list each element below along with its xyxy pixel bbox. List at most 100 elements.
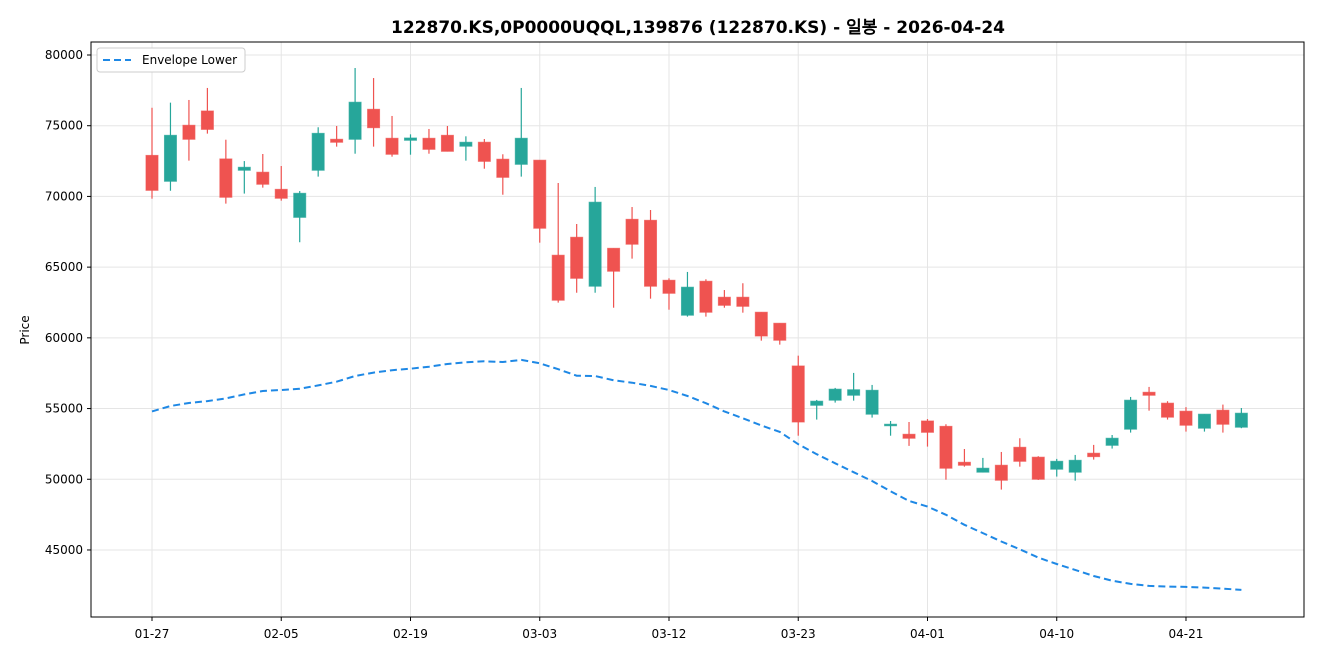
- candle-body: [477, 141, 491, 162]
- candle-body: [145, 154, 159, 191]
- candle-04-10: [1050, 458, 1064, 477]
- x-tick-label: 02-19: [393, 627, 428, 641]
- candle-04-23: [1216, 404, 1230, 433]
- candle-04-24: [1234, 407, 1248, 429]
- candle-03-25: [828, 387, 842, 403]
- candle-03-17: [717, 290, 731, 308]
- candle-body: [496, 158, 510, 178]
- candle-body: [699, 280, 713, 313]
- plot-frame: [90, 41, 1305, 618]
- y-axis-ticks: 45000 50000 55000 60000 65000 70000 75000 80000: [45, 48, 91, 557]
- x-tick-label: 03-03: [522, 627, 557, 641]
- candle-04-08: [1013, 438, 1027, 467]
- candle-03-06: [588, 186, 602, 293]
- candle-body: [607, 247, 621, 272]
- y-tick-label: 55000: [45, 402, 83, 416]
- candle-body: [385, 137, 399, 155]
- candle-body: [828, 388, 842, 401]
- candle-03-19: [754, 311, 768, 341]
- legend: Envelope Lower: [96, 47, 246, 73]
- x-tick-label: 04-10: [1039, 627, 1074, 641]
- candle-body: [163, 134, 177, 182]
- x-tick-label: 02-05: [264, 627, 299, 641]
- grid: [91, 42, 1304, 617]
- candle-02-13: [385, 115, 399, 157]
- candle-02-27: [514, 87, 528, 177]
- candle-body: [274, 188, 288, 199]
- candle-03-09: [607, 247, 621, 308]
- candle-03-10: [625, 207, 639, 259]
- candle-body: [1105, 437, 1119, 446]
- y-tick-label: 80000: [45, 48, 83, 62]
- x-tick-label: 01-27: [135, 627, 170, 641]
- candle-body: [1179, 410, 1193, 426]
- candle-01-27: [145, 107, 159, 199]
- candle-04-13: [1068, 454, 1082, 481]
- candle-03-05: [570, 223, 584, 293]
- candle-03-13: [680, 271, 694, 317]
- candle-02-19: [403, 134, 417, 155]
- y-tick-label: 45000: [45, 543, 83, 557]
- candle-body: [1234, 412, 1248, 428]
- candle-body: [717, 296, 731, 306]
- candle-body: [1197, 413, 1211, 429]
- x-tick-label: 04-21: [1169, 627, 1204, 641]
- candle-01-28: [163, 102, 177, 191]
- candle-04-22: [1197, 413, 1211, 432]
- candle-body: [680, 286, 694, 316]
- candle-03-24: [810, 399, 824, 420]
- candle-03-30: [884, 420, 898, 436]
- candles: [145, 68, 1248, 490]
- candle-body: [348, 101, 362, 140]
- candle-body: [902, 433, 916, 439]
- candle-04-16: [1124, 396, 1138, 433]
- candle-02-26: [496, 154, 510, 195]
- x-tick-label: 03-12: [652, 627, 687, 641]
- candle-02-23: [440, 125, 454, 152]
- candle-03-27: [865, 384, 879, 418]
- candle-body: [957, 461, 971, 466]
- candle-body: [440, 134, 454, 152]
- envelope-lower-line: [151, 358, 1242, 591]
- candle-body: [311, 132, 325, 171]
- candle-02-12: [367, 78, 381, 147]
- candle-03-26: [847, 372, 861, 401]
- candle-body: [1161, 402, 1175, 418]
- candle-03-04: [551, 182, 565, 303]
- candle-body: [200, 110, 214, 130]
- candle-04-01: [920, 419, 934, 447]
- candle-04-09: [1031, 456, 1045, 480]
- candle-02-10: [330, 125, 344, 147]
- candle-body: [588, 201, 602, 287]
- x-tick-label: 04-01: [910, 627, 945, 641]
- candle-body: [459, 141, 473, 147]
- candle-body: [514, 137, 528, 165]
- candle-03-16: [699, 279, 713, 317]
- y-tick-label: 70000: [45, 189, 83, 203]
- candle-body: [1142, 391, 1156, 396]
- candle-body: [736, 296, 750, 307]
- x-tick-label: 03-23: [781, 627, 816, 641]
- candle-body: [256, 171, 270, 185]
- y-axis-label: Price: [18, 315, 32, 344]
- candle-body: [330, 138, 344, 143]
- candle-03-18: [736, 283, 750, 313]
- candle-04-07: [994, 451, 1008, 490]
- candle-body: [1068, 459, 1082, 473]
- candle-body: [791, 365, 805, 423]
- candle-body: [403, 137, 417, 141]
- chart-title: 122870.KS,0P0000UQQL,139876 (122870.KS) …: [391, 18, 1005, 38]
- candle-body: [1216, 409, 1230, 425]
- candle-body: [182, 124, 196, 140]
- candle-body: [847, 389, 861, 396]
- candle-03-12: [662, 278, 676, 310]
- candle-02-09: [311, 127, 325, 177]
- candle-body: [367, 108, 381, 129]
- candle-04-20: [1161, 401, 1175, 420]
- candle-body: [533, 159, 547, 229]
- candle-body: [773, 322, 787, 341]
- candle-body: [920, 420, 934, 433]
- candle-02-02: [219, 139, 233, 204]
- candle-body: [644, 219, 658, 287]
- candle-02-03: [237, 161, 251, 194]
